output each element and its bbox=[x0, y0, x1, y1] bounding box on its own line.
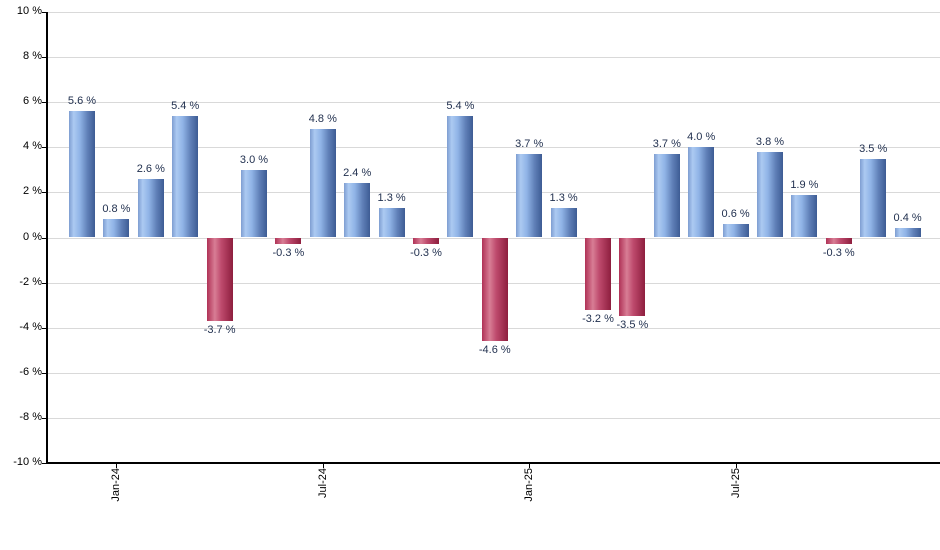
bar-jul-24 bbox=[309, 129, 336, 238]
x-axis-label-jan-24: Jan-24 bbox=[110, 468, 123, 502]
y-axis-label--8: -8 % bbox=[19, 411, 42, 423]
bar-nov-25 bbox=[860, 158, 887, 238]
y-axis-tick--6 bbox=[42, 373, 48, 374]
bar-mar-25 bbox=[585, 237, 611, 310]
bar-value-label-jan-25: 3.7 % bbox=[515, 138, 544, 151]
x-axis-label-jan-25: Jan-25 bbox=[523, 468, 536, 502]
bar-aug-24 bbox=[344, 183, 371, 238]
bar-value-label-aug-25: 3.8 % bbox=[755, 135, 785, 148]
bar-sep-25 bbox=[791, 194, 818, 238]
bar-value-label-feb-25: 1.3 % bbox=[549, 192, 578, 205]
y-axis-label-8: 8 % bbox=[23, 50, 42, 62]
x-axis-label-jul-25: Jul-25 bbox=[729, 468, 742, 498]
bar-apr-24 bbox=[206, 237, 233, 321]
bar-oct-24 bbox=[413, 237, 439, 245]
bar-mar-24 bbox=[172, 115, 199, 238]
y-axis-label--10: -10 % bbox=[13, 456, 42, 468]
bar-value-label-jan-24: 0.8 % bbox=[102, 203, 131, 216]
bar-value-label-oct-25: -0.3 % bbox=[822, 247, 855, 260]
gridline-10 bbox=[48, 12, 940, 13]
bar-nov-24 bbox=[447, 115, 474, 238]
y-axis-line bbox=[46, 12, 48, 463]
bar-value-label-jul-24: 4.8 % bbox=[308, 113, 337, 126]
bar-value-label-feb-24: 2.6 % bbox=[136, 162, 165, 175]
gridline-8 bbox=[48, 57, 940, 58]
bar-oct-25 bbox=[825, 237, 852, 245]
y-axis-tick--8 bbox=[42, 418, 48, 419]
bar-jul-25 bbox=[722, 223, 749, 238]
y-axis-tick-10 bbox=[42, 12, 48, 13]
bar-value-label-may-25: 3.7 % bbox=[652, 138, 681, 151]
x-axis-tick-jan-24 bbox=[116, 463, 118, 468]
bar-value-label-dec-25: 0.4 % bbox=[893, 212, 922, 225]
bar-may-25 bbox=[653, 154, 680, 238]
bar-feb-24 bbox=[137, 178, 164, 238]
gridline-6 bbox=[48, 102, 940, 103]
y-axis-tick-6 bbox=[42, 102, 48, 103]
x-axis-tick-jan-25 bbox=[529, 463, 531, 468]
bar-dec-24 bbox=[481, 237, 508, 342]
x-axis-line bbox=[46, 462, 940, 464]
gridline--6 bbox=[48, 373, 940, 374]
bar-value-label-nov-24: 5.4 % bbox=[446, 99, 475, 112]
bar-sep-24 bbox=[378, 208, 405, 238]
y-axis-tick-2 bbox=[42, 192, 48, 193]
bar-may-24 bbox=[241, 169, 267, 238]
bar-jan-24 bbox=[103, 219, 130, 238]
y-axis-tick-8 bbox=[42, 57, 48, 58]
bar-dec-23 bbox=[69, 111, 95, 238]
bar-jun-24 bbox=[275, 237, 302, 245]
bar-dec-25 bbox=[894, 228, 921, 238]
y-axis-tick--2 bbox=[42, 283, 48, 284]
y-axis-label--2: -2 % bbox=[19, 276, 42, 288]
x-axis-label-jul-24: Jul-24 bbox=[316, 468, 329, 498]
bar-value-label-aug-24: 2.4 % bbox=[343, 167, 372, 180]
bar-value-label-jul-25: 0.6 % bbox=[721, 207, 750, 220]
bar-aug-25 bbox=[757, 151, 783, 238]
y-axis-tick-0 bbox=[42, 238, 48, 239]
bar-jun-25 bbox=[688, 147, 715, 238]
y-axis-tick--4 bbox=[42, 328, 48, 329]
bar-value-label-mar-24: 5.4 % bbox=[171, 99, 200, 112]
gridline--8 bbox=[48, 418, 940, 419]
bar-value-label-may-24: 3.0 % bbox=[239, 153, 269, 166]
bar-apr-25 bbox=[619, 237, 646, 317]
bar-value-label-jun-25: 4.0 % bbox=[687, 131, 716, 144]
x-axis-tick-jul-25 bbox=[735, 463, 737, 468]
bar-value-label-mar-25: -3.2 % bbox=[582, 312, 614, 325]
bar-value-label-sep-25: 1.9 % bbox=[790, 178, 819, 191]
bar-value-label-apr-24: -3.7 % bbox=[203, 323, 236, 336]
bar-value-label-dec-24: -4.6 % bbox=[478, 344, 511, 357]
y-axis-label-10: 10 % bbox=[16, 5, 42, 17]
bar-value-label-oct-24: -0.3 % bbox=[410, 247, 442, 260]
bar-value-label-dec-23: 5.6 % bbox=[67, 95, 97, 108]
gridline-4 bbox=[48, 147, 940, 148]
y-axis-label--6: -6 % bbox=[19, 366, 42, 378]
y-axis-label--4: -4 % bbox=[19, 321, 42, 333]
y-axis-label-2: 2 % bbox=[23, 185, 42, 197]
y-axis-tick--10 bbox=[42, 463, 48, 464]
y-axis-label-4: 4 % bbox=[23, 140, 42, 152]
bar-feb-25 bbox=[550, 208, 577, 238]
y-axis-tick-4 bbox=[42, 147, 48, 148]
bar-value-label-jun-24: -0.3 % bbox=[272, 247, 305, 260]
bar-value-label-nov-25: 3.5 % bbox=[859, 142, 888, 155]
gridline-2 bbox=[48, 192, 940, 193]
bar-jan-25 bbox=[516, 154, 543, 238]
y-axis-label-0: 0 % bbox=[23, 231, 42, 243]
y-axis-label-6: 6 % bbox=[23, 95, 42, 107]
x-axis-tick-jul-24 bbox=[322, 463, 324, 468]
bar-value-label-apr-25: -3.5 % bbox=[616, 319, 649, 332]
bar-value-label-sep-24: 1.3 % bbox=[377, 192, 406, 205]
